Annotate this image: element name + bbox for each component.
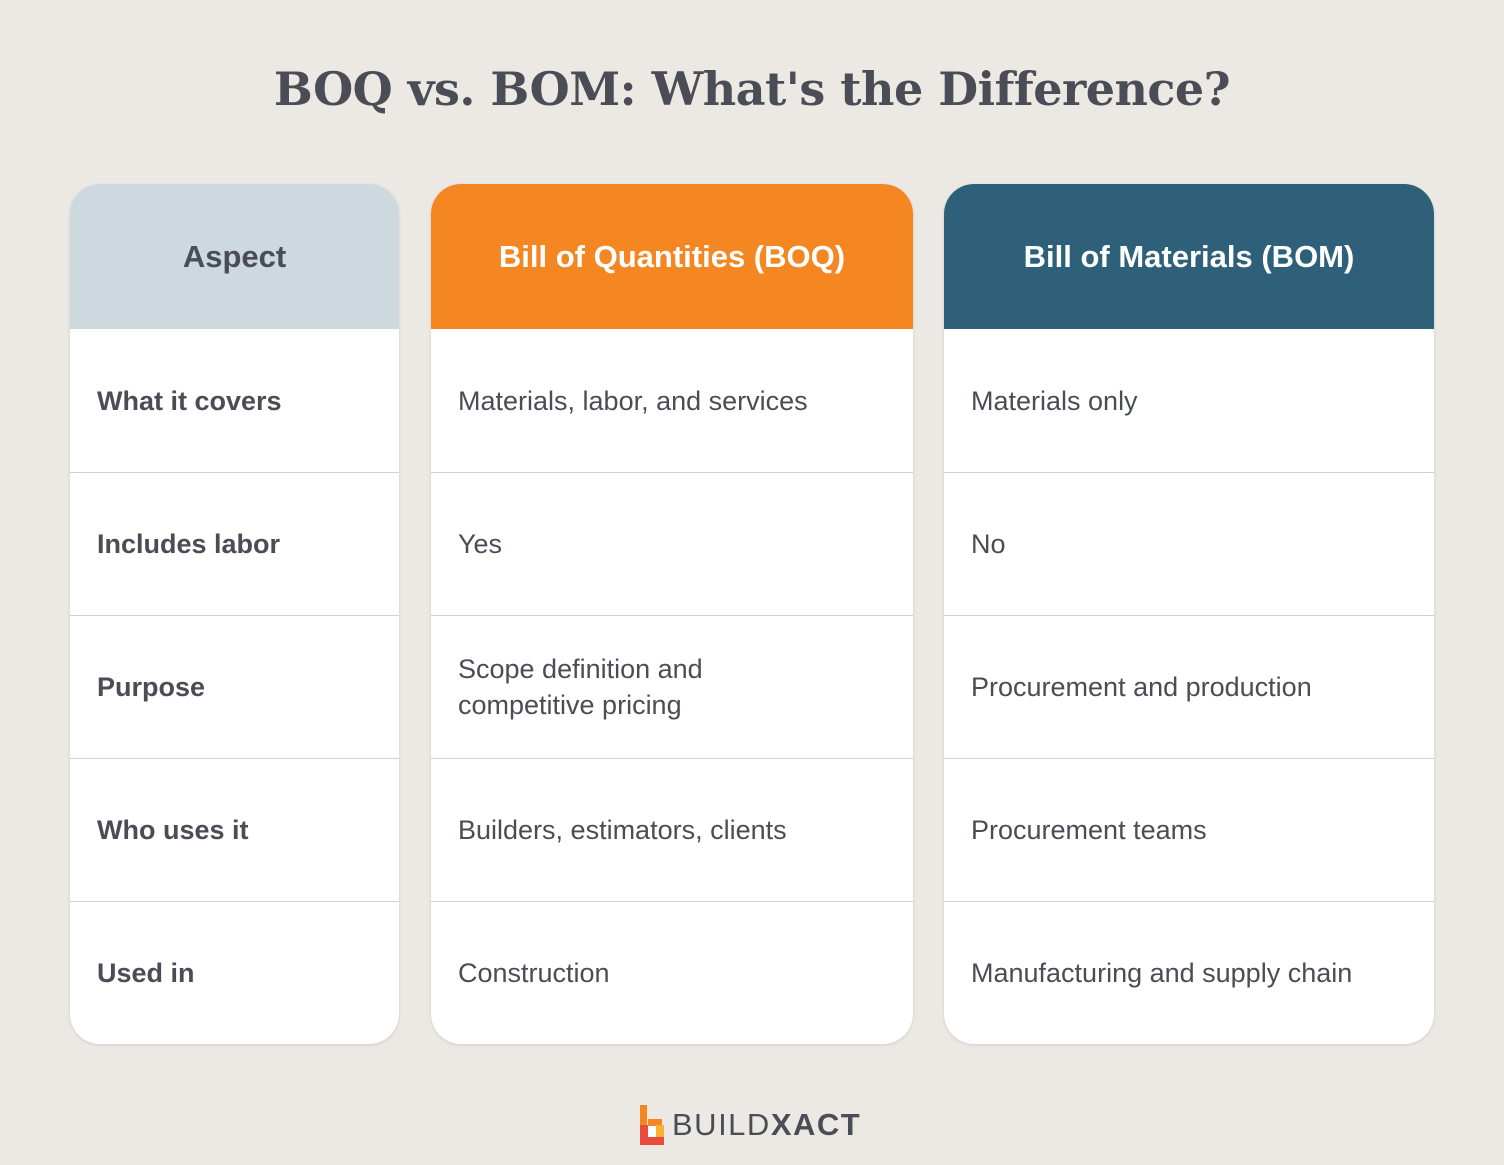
buildxact-logo: BUILDXACT — [638, 1102, 861, 1148]
logo-wordmark: BUILDXACT — [672, 1107, 861, 1143]
aspect-column-header: Aspect — [70, 184, 399, 329]
boq-cell: Scope definition and competitive pricing — [431, 615, 913, 758]
aspect-cell: What it covers — [97, 385, 282, 416]
bom-column-header: Bill of Materials (BOM) — [944, 184, 1434, 329]
boq-cell: Materials, labor, and services — [458, 385, 808, 416]
bom-cell: Materials only — [971, 385, 1138, 416]
boq-column-card: Bill of Quantities (BOQ) Materials, labo… — [431, 184, 913, 1044]
boq-column-header: Bill of Quantities (BOQ) — [431, 184, 913, 329]
boq-cell: Construction — [431, 901, 913, 1044]
boq-cell: Builders, estimators, clients — [431, 758, 913, 901]
aspect-cell: Who uses it — [70, 758, 399, 901]
aspect-column-card: Aspect What it covers Includes labor Pur… — [70, 184, 399, 1044]
bom-column-card: Bill of Materials (BOM) Materials only N… — [944, 184, 1434, 1044]
logo-text-build: BUILD — [672, 1107, 771, 1142]
bom-cell: Manufacturing and supply chain — [944, 901, 1434, 1044]
aspect-cell: Includes labor — [70, 472, 399, 615]
page-title: BOQ vs. BOM: What's the Difference? — [273, 62, 1231, 116]
bom-cell: Procurement and production — [944, 615, 1434, 758]
aspect-cell: Purpose — [70, 615, 399, 758]
boq-cell: Yes — [431, 472, 913, 615]
buildxact-b-logo-icon — [640, 1105, 664, 1145]
aspect-cell: Used in — [70, 901, 399, 1044]
bom-cell: No — [944, 472, 1434, 615]
logo-text-xact: XACT — [770, 1107, 862, 1142]
bom-cell: Procurement teams — [944, 758, 1434, 901]
